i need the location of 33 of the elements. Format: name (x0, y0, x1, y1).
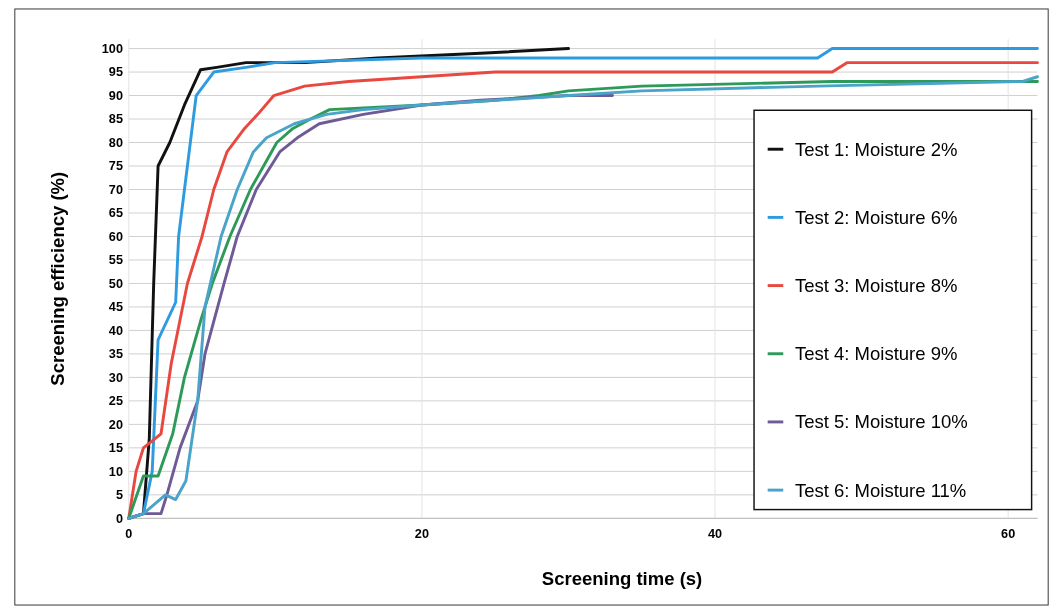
y-tick-label: 100 (101, 41, 123, 56)
legend-label: Test 3: Moisture 8% (794, 275, 958, 297)
legend-label: Test 2: Moisture 6% (794, 206, 958, 228)
x-axis-title: Screening time (s) (541, 567, 703, 589)
x-tick-label: 60 (1001, 526, 1016, 541)
legend-label: Test 4: Moisture 9% (794, 343, 958, 365)
y-tick-label: 25 (108, 394, 123, 409)
y-tick-label: 50 (108, 276, 123, 291)
y-tick-label: 65 (108, 206, 123, 221)
y-tick-label: 80 (108, 135, 123, 150)
y-tick-label: 75 (108, 159, 123, 174)
y-tick-label: 35 (108, 347, 123, 362)
y-tick-label: 10 (108, 464, 123, 479)
y-tick-label: 30 (108, 370, 123, 385)
y-tick-label: 15 (108, 441, 123, 456)
y-tick-label: 70 (108, 182, 123, 197)
y-tick-label: 45 (108, 300, 123, 315)
y-tick-label: 20 (108, 417, 123, 432)
y-tick-label: 90 (108, 88, 123, 103)
legend-label: Test 1: Moisture 2% (794, 138, 958, 160)
y-tick-label: 95 (108, 65, 123, 80)
y-tick-label: 85 (108, 112, 123, 127)
y-tick-label: 60 (108, 229, 123, 244)
legend-label: Test 6: Moisture 11% (794, 479, 967, 501)
x-tick-label: 0 (125, 526, 133, 541)
y-tick-label: 55 (108, 253, 123, 268)
y-tick-label: 40 (108, 323, 123, 338)
y-axis-title: Screening efficiency (%) (47, 171, 69, 386)
legend-label: Test 5: Moisture 10% (794, 411, 968, 433)
y-tick-label: 0 (115, 511, 123, 526)
x-tick-label: 20 (414, 526, 429, 541)
x-tick-label: 40 (707, 526, 723, 541)
y-tick-label: 5 (115, 488, 123, 503)
